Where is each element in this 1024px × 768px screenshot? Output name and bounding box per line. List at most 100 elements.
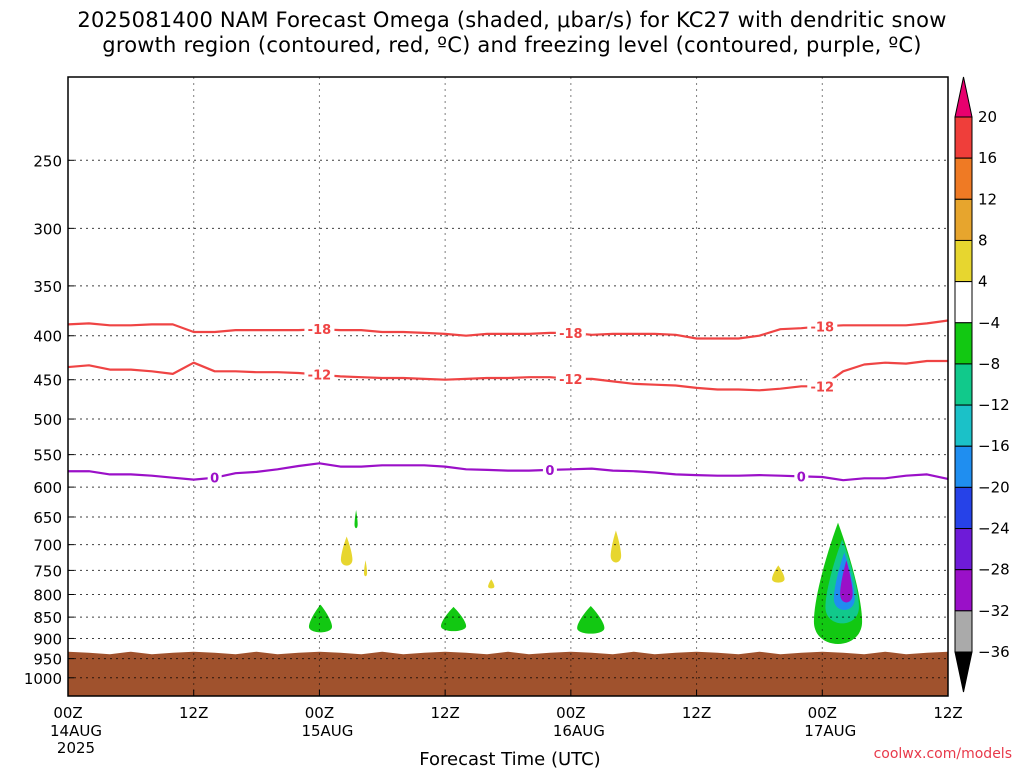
colorbar-label-2: 12: [978, 190, 997, 208]
y-tick-label-450: 450: [33, 372, 62, 390]
x-tick-sub-0-1: 2025: [57, 739, 95, 757]
contour-label-2-2: 0: [797, 470, 806, 485]
omega-blob-0: [308, 604, 332, 633]
plot-frame: [67, 76, 949, 697]
chart-title-line1: 2025081400 NAM Forecast Omega (shaded, μ…: [77, 8, 947, 32]
colorbar: 20 16 12 8 4 −4 −8 −12 −16 −20 −24 −28 −32 −36: [954, 76, 1010, 693]
colorbar-label-11: −28: [978, 561, 1010, 579]
colorbar-label-12: −32: [978, 602, 1010, 620]
y-tick-label-250: 250: [33, 152, 62, 170]
chart-title: 2025081400 NAM Forecast Omega (shaded, μ…: [0, 8, 1024, 58]
contour-label-bg-2-2: [794, 468, 809, 485]
y-tick-label-850: 850: [33, 609, 62, 627]
credit-link[interactable]: coolwx.com/models: [874, 746, 1012, 762]
y-tick-label-350: 350: [33, 278, 62, 296]
y-tick-label-300: 300: [33, 220, 62, 238]
contour-label-1-2: -12: [811, 380, 835, 395]
omega-blob-11: [610, 530, 622, 563]
colorbar-band-6: [954, 322, 973, 365]
colorbar-label-6: −8: [978, 355, 1000, 373]
x-tick-label-0: 00Z: [53, 704, 82, 722]
omega-blob-6: [840, 560, 853, 603]
contour-label-0-1: -18: [559, 327, 583, 342]
colorbar-label-5: −4: [978, 314, 1000, 332]
ground-surface: [68, 651, 948, 696]
contour-label-0-2: -18: [811, 320, 835, 335]
y-tick-label-650: 650: [33, 509, 62, 527]
omega-blob-12: [772, 565, 785, 583]
y-tick-label-550: 550: [33, 447, 62, 465]
omega-blob-8: [354, 510, 358, 529]
colorbar-label-7: −12: [978, 396, 1010, 414]
grid-lines: [68, 77, 948, 696]
x-tick-label-6: 00Z: [808, 704, 837, 722]
x-tick-sub-6-0: 17AUG: [804, 722, 856, 740]
colorbar-band-7: [954, 363, 973, 406]
x-axis-label: Forecast Time (UTC): [419, 749, 600, 768]
colorbar-bottom-triangle: [954, 651, 973, 693]
contour-label-2-1: 0: [545, 464, 554, 479]
contour-label-bg-0-1: [555, 324, 586, 341]
x-tick-label-3: 12Z: [430, 704, 459, 722]
colorbar-label-1: 16: [978, 149, 997, 167]
contour-label-bg-1-0: [304, 366, 335, 383]
omega-blob-7: [340, 536, 353, 566]
contour-label-1-1: -12: [559, 373, 583, 388]
y-tick-label-1000: 1000: [24, 670, 62, 688]
omega-shading: [308, 510, 863, 644]
contour-label-1-0: -12: [308, 369, 332, 384]
x-tick-sub-0-0: 14AUG: [50, 722, 102, 740]
colorbar-label-0: 20: [978, 108, 997, 126]
colorbar-label-8: −16: [978, 437, 1010, 455]
contour-label-bg-2-1: [542, 461, 557, 478]
y-tick-label-950: 950: [33, 651, 62, 669]
omega-blob-2: [577, 605, 605, 634]
colorbar-band-12: [954, 569, 973, 612]
contour-label-bg-1-2: [807, 378, 838, 395]
colorbar-band-10: [954, 486, 973, 530]
contour-label-bg-2-0: [207, 469, 222, 486]
axes: 250 300 350 400 450 500 550 600 650 700 750 800 850 9…: [24, 76, 963, 757]
x-tick-label-2: 00Z: [305, 704, 334, 722]
contour-label-2-0: 0: [210, 472, 219, 487]
colorbar-band-13: [954, 610, 973, 653]
omega-blob-10: [488, 579, 495, 589]
colorbar-band-8: [954, 404, 973, 447]
colorbar-band-9: [954, 445, 973, 488]
contour-line-1: [67, 359, 948, 392]
x-tick-label-4: 00Z: [556, 704, 585, 722]
y-tick-label-400: 400: [33, 328, 62, 346]
y-tick-label-700: 700: [33, 537, 62, 555]
colorbar-band-2: [954, 157, 973, 200]
colorbar-label-10: −24: [978, 520, 1010, 538]
colorbar-band-11: [954, 528, 973, 571]
contour-lines: -18 -18 -18 -12 -12 -12 0 0 0: [67, 318, 949, 487]
ground-fill: [68, 651, 948, 696]
x-tick-sub-4-0: 16AUG: [553, 722, 605, 740]
y-tick-label-900: 900: [33, 630, 62, 648]
contour-label-bg-0-2: [807, 318, 838, 335]
colorbar-label-9: −20: [978, 478, 1010, 496]
omega-blob-9: [363, 560, 368, 577]
colorbar-top-triangle: [954, 76, 973, 118]
contour-label-bg-1-1: [555, 370, 586, 387]
colorbar-label-4: 4: [978, 273, 988, 291]
colorbar-band-5: [954, 281, 973, 324]
colorbar-band-4: [954, 239, 973, 283]
contour-line-0: [67, 319, 949, 340]
x-tick-label-1: 12Z: [179, 704, 208, 722]
y-tick-label-750: 750: [33, 562, 62, 580]
omega-blob-1: [440, 606, 467, 632]
colorbar-label-3: 8: [978, 231, 988, 249]
y-tick-label-800: 800: [33, 586, 62, 604]
contour-label-bg-0-0: [304, 321, 335, 338]
colorbar-band-1: [954, 116, 973, 159]
x-tick-label-5: 12Z: [682, 704, 711, 722]
y-tick-label-600: 600: [33, 479, 62, 497]
chart-title-line2: growth region (contoured, red, ºC) and f…: [102, 33, 922, 57]
x-tick-sub-2-0: 15AUG: [301, 722, 353, 740]
colorbar-band-3: [954, 198, 973, 241]
contour-label-0-0: -18: [308, 323, 332, 338]
y-tick-label-500: 500: [33, 411, 62, 429]
